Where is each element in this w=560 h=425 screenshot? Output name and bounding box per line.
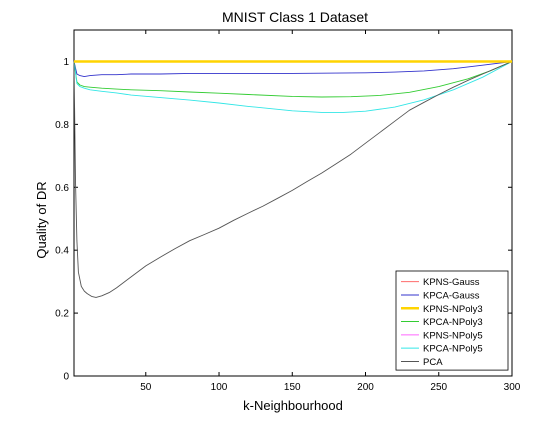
series-line-kpca-npoly3: [73, 61, 513, 98]
y-tick-label: 0: [63, 372, 69, 383]
series-line-kpca-gauss: [73, 61, 513, 78]
x-axis-label: k-Neighbourhood: [243, 398, 343, 413]
chart-title: MNIST Class 1 Dataset: [222, 9, 368, 25]
x-tick-label: 200: [357, 382, 374, 393]
legend-label: KPCA-NPoly3: [423, 317, 483, 328]
x-tick-label: 300: [504, 382, 521, 393]
y-tick-label: 0.6: [55, 183, 69, 194]
legend-label: KPCA-Gauss: [423, 290, 480, 301]
legend-label: KPNS-NPoly5: [423, 330, 483, 341]
legend-label: KPNS-NPoly3: [423, 304, 483, 315]
legend-label: KPNS-Gauss: [423, 277, 480, 288]
legend-box: [395, 270, 509, 371]
series-line-kpca-npoly5: [73, 61, 513, 113]
x-tick-label: 50: [140, 382, 152, 393]
legend-label: KPCA-NPoly5: [423, 344, 483, 355]
x-tick-label: 250: [430, 382, 447, 393]
legend: KPNS-Gauss KPCA-Gauss KPNS-NPoly3 KPCA-NPol…: [395, 270, 509, 371]
y-tick-label: 0.8: [55, 120, 69, 131]
legend-label: PCA: [423, 357, 443, 368]
plot-area-frame: [73, 29, 513, 377]
x-tick-label: 100: [211, 382, 228, 393]
y-tick-label: 0.2: [55, 309, 69, 320]
y-tick-label: 0.4: [55, 246, 69, 257]
x-tick-label: 150: [284, 382, 301, 393]
y-axis-label: Quality of DR: [34, 181, 49, 258]
series-line-pca: [73, 61, 513, 298]
y-tick-label: 1: [63, 57, 69, 68]
series-layer: [73, 60, 513, 298]
